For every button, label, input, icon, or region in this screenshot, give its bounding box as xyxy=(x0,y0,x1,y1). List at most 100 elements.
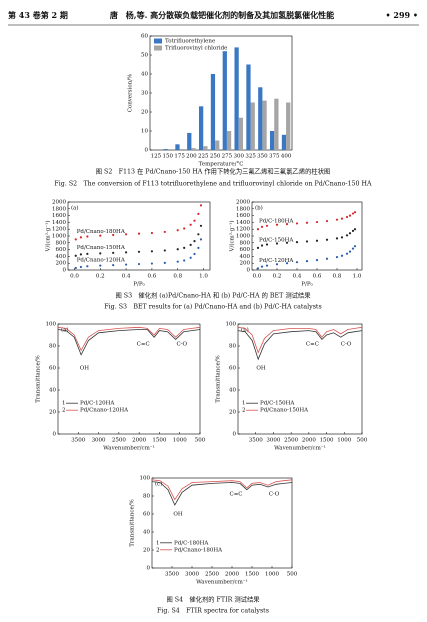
y-tick-label: 1400 xyxy=(52,220,66,226)
x-tick-label: 3000 xyxy=(92,438,106,444)
data-point xyxy=(353,245,357,248)
x-tick-label: 375 xyxy=(269,154,280,160)
data-point xyxy=(275,223,279,226)
data-point xyxy=(163,230,166,234)
data-point xyxy=(86,235,89,238)
bar xyxy=(258,87,263,150)
x-tick-label: 0.0 xyxy=(70,274,79,280)
data-point xyxy=(335,255,339,259)
data-point xyxy=(325,219,329,223)
x-tick-label: 1500 xyxy=(152,438,166,444)
x-axis-label: Wavenumber/cm⁻¹ xyxy=(274,445,326,452)
y-axis-label: Transmittance/% xyxy=(36,355,42,403)
x-tick-label: 1500 xyxy=(320,438,334,444)
y-tick-label: 80 xyxy=(49,344,56,350)
data-point xyxy=(348,250,352,253)
bar xyxy=(226,131,232,150)
y-tick-label: 10 xyxy=(141,129,148,135)
x-axis-label: Wavenumber/cm⁻¹ xyxy=(196,579,248,586)
data-point xyxy=(199,224,203,227)
y-tick-label: 60 xyxy=(229,366,236,372)
data-point xyxy=(86,265,89,268)
data-point xyxy=(348,214,352,217)
x-tick-label: 2500 xyxy=(205,572,219,578)
y-tick-label: 0 xyxy=(147,566,151,572)
data-point xyxy=(345,252,349,255)
x-tick-label: 3500 xyxy=(71,438,85,444)
data-point xyxy=(260,225,264,228)
x-tick-label: 3500 xyxy=(165,572,179,578)
legend-number: 2 xyxy=(242,408,246,414)
annotation: OH xyxy=(173,512,183,518)
series-label: Pd/Cnano-120HA xyxy=(77,257,126,263)
x-tick-label: 500 xyxy=(357,438,368,444)
spectrum-line xyxy=(151,481,293,506)
x-tick-label: 0.0 xyxy=(253,274,262,280)
y-tick-label: 20 xyxy=(143,548,150,554)
x-axis-label: P/P₀ xyxy=(301,282,313,288)
bar xyxy=(234,47,239,150)
y-tick-label: 100 xyxy=(46,322,57,328)
bar xyxy=(163,149,168,150)
annotation: C=C xyxy=(229,492,242,498)
data-point xyxy=(256,246,260,249)
bar xyxy=(262,100,267,150)
x-tick-label: 325 xyxy=(245,154,256,160)
x-tick-label: 1.0 xyxy=(199,274,208,280)
data-point xyxy=(256,267,260,270)
y-tick-label: 400 xyxy=(56,254,67,260)
y-tick-label: 80 xyxy=(143,494,150,500)
data-point xyxy=(137,262,141,266)
data-point xyxy=(197,212,200,215)
x-tick-label: 250 xyxy=(210,154,221,160)
data-point xyxy=(150,231,154,235)
panel-label: (c) xyxy=(155,481,162,488)
data-point xyxy=(183,246,186,249)
legend-label: Pd/C-120HA xyxy=(80,401,115,407)
data-point xyxy=(295,261,299,264)
y-tick-label: 800 xyxy=(56,240,67,246)
y-tick-label: 2000 xyxy=(52,200,66,206)
legend-swatch xyxy=(154,45,162,51)
legend-number: 1 xyxy=(156,540,160,546)
data-point xyxy=(197,246,200,249)
x-tick-label: 2000 xyxy=(132,438,146,444)
y-tick-label: 40 xyxy=(143,530,150,536)
series-label: Pd/C-120HA xyxy=(259,258,294,264)
data-point xyxy=(345,234,349,237)
y-tick-label: 60 xyxy=(141,34,148,40)
y-tick-label: 20 xyxy=(229,410,236,416)
data-point xyxy=(199,204,203,207)
data-point xyxy=(285,223,289,226)
annotation: OH xyxy=(256,366,266,372)
data-point xyxy=(112,251,115,254)
y-tick-label: 600 xyxy=(240,247,251,253)
y-tick-label: 1400 xyxy=(236,220,250,226)
plot-frame xyxy=(237,323,363,435)
spectrum-line xyxy=(57,326,201,352)
y-tick-label: 40 xyxy=(229,388,236,394)
series-label: Pd/Cnano-150HA xyxy=(77,245,126,251)
y-tick-label: 1200 xyxy=(236,227,250,233)
legend-label: Trifluorovinyl chloride xyxy=(165,46,227,52)
data-point xyxy=(256,228,260,231)
data-point xyxy=(193,219,196,222)
data-point xyxy=(189,243,192,246)
y-tick-label: 800 xyxy=(240,240,251,246)
y-axis-label: V/(cm³·g⁻¹) xyxy=(45,221,52,253)
caption-cn: 图 S3 催化剂 (a)Pd/Cnano-HA 和 (b) Pd/C-HA 的 … xyxy=(115,291,311,300)
y-tick-label: 30 xyxy=(141,91,148,97)
data-point xyxy=(176,260,179,263)
annotation: C=C xyxy=(137,341,150,347)
x-tick-label: 2500 xyxy=(284,438,298,444)
x-axis-label: Temperature/°C xyxy=(199,162,244,168)
x-tick-label: 200 xyxy=(186,154,197,160)
y-tick-label: 1000 xyxy=(52,234,66,240)
x-tick-label: 125 xyxy=(151,154,162,160)
legend-label: Pd/Cnano-120HA xyxy=(80,408,129,414)
data-point xyxy=(150,250,154,253)
data-point xyxy=(79,253,83,256)
data-point xyxy=(163,261,166,264)
